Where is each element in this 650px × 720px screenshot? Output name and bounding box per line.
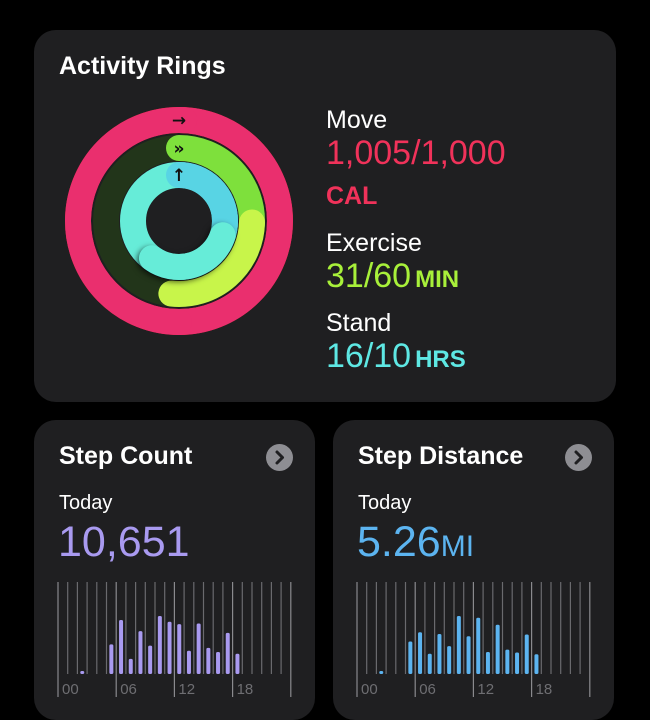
step-distance-card[interactable]: Step Distance Today 5.26MI 00 06 12 18 bbox=[333, 420, 614, 720]
bar-hour-8 bbox=[437, 633, 442, 674]
today-label: Today bbox=[59, 492, 113, 514]
step-distance-unit: MI bbox=[440, 530, 475, 563]
bar-hour-10 bbox=[456, 616, 461, 674]
double-arrow-right-icon: » bbox=[174, 139, 185, 159]
card-title: Activity Rings bbox=[59, 52, 226, 80]
stand-ring-overlap bbox=[138, 222, 236, 280]
step-count-value: 10,651 bbox=[58, 518, 190, 566]
step-count-card[interactable]: Step Count Today 10,651 00 06 12 18 bbox=[34, 420, 315, 720]
exercise-label: Exercise bbox=[326, 229, 422, 257]
exercise-stat: Exercise 31/60 MIN bbox=[326, 229, 459, 299]
bar-hour-18 bbox=[534, 654, 539, 674]
exercise-unit: MIN bbox=[415, 266, 460, 293]
bar-hour-8 bbox=[138, 631, 143, 674]
stand-stat: Stand 16/10 HRS bbox=[326, 309, 466, 379]
arrow-up-icon: ↑ bbox=[172, 166, 186, 186]
bar-hour-9 bbox=[148, 645, 153, 674]
x-tick-label: 18 bbox=[237, 681, 254, 698]
bar-hour-5 bbox=[109, 644, 114, 674]
x-tick-label: 00 bbox=[62, 681, 79, 698]
bar-hour-16 bbox=[216, 651, 221, 674]
step-distance-chart: 00 06 12 18 bbox=[356, 582, 591, 698]
bar-hour-13 bbox=[186, 650, 191, 674]
bar-hour-15 bbox=[206, 647, 211, 674]
bar-hour-17 bbox=[225, 632, 230, 674]
exercise-ring-progress-end bbox=[158, 209, 265, 307]
bar-hour-7 bbox=[427, 653, 432, 674]
bar-hour-13 bbox=[485, 651, 490, 674]
x-tick-label: 12 bbox=[178, 681, 195, 698]
exercise-value: 31/60 bbox=[326, 257, 412, 295]
card-title: Step Distance bbox=[358, 442, 524, 470]
bar-hour-2 bbox=[80, 671, 85, 674]
bar-hour-6 bbox=[418, 632, 423, 674]
bar-hour-15 bbox=[505, 649, 510, 674]
move-stat: Move 1,005/1,000 CAL bbox=[326, 106, 506, 211]
card-title: Step Count bbox=[59, 442, 193, 470]
bar-hour-6 bbox=[119, 620, 124, 674]
stand-unit: HRS bbox=[415, 346, 466, 373]
step-distance-value: 5.26 bbox=[357, 518, 441, 566]
bar-hour-9 bbox=[447, 646, 452, 674]
x-tick-label: 12 bbox=[477, 681, 494, 698]
today-label: Today bbox=[358, 492, 412, 514]
move-unit: CAL bbox=[326, 182, 378, 210]
x-tick-label: 00 bbox=[361, 681, 378, 698]
bar-hour-14 bbox=[495, 624, 500, 674]
stand-value: 16/10 bbox=[326, 337, 412, 375]
move-ring-progress bbox=[166, 107, 293, 335]
bar-hour-11 bbox=[167, 621, 172, 674]
arrow-right-icon: → bbox=[172, 111, 186, 131]
move-value: 1,005/1,000 bbox=[326, 134, 506, 172]
move-label: Move bbox=[326, 106, 388, 134]
x-tick-label: 18 bbox=[536, 681, 553, 698]
step-count-chart: 00 06 12 18 bbox=[57, 582, 292, 698]
bar-hour-5 bbox=[408, 641, 413, 674]
bar-hour-12 bbox=[177, 624, 182, 674]
chevron-right-icon[interactable] bbox=[565, 444, 592, 471]
bar-hour-18 bbox=[235, 653, 240, 674]
bar-hour-11 bbox=[466, 636, 471, 674]
bar-hour-2 bbox=[379, 671, 384, 674]
chevron-right-icon[interactable] bbox=[266, 444, 293, 471]
activity-rings-card[interactable]: Activity Rings →» ↑ Move 1,005/1,000 CAL … bbox=[34, 30, 616, 402]
x-tick-label: 06 bbox=[120, 681, 137, 698]
bar-hour-14 bbox=[196, 623, 201, 674]
x-tick-label: 06 bbox=[419, 681, 436, 698]
activity-rings: → » ↑ bbox=[65, 107, 293, 335]
bar-hour-17 bbox=[524, 634, 529, 674]
stand-label: Stand bbox=[326, 309, 392, 337]
bar-hour-12 bbox=[476, 617, 481, 674]
bar-hour-7 bbox=[128, 658, 133, 674]
move-ring-overlap bbox=[65, 107, 198, 335]
bar-hour-16 bbox=[515, 652, 520, 674]
bar-hour-10 bbox=[157, 616, 162, 674]
